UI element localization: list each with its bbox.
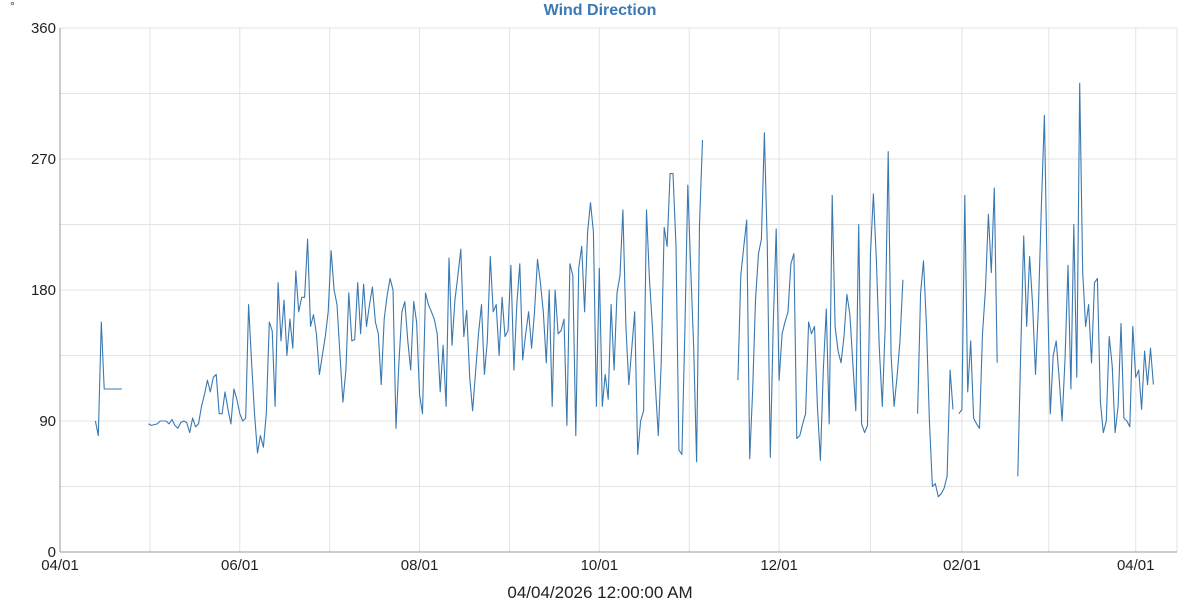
series-line-segment (1017, 82, 1154, 477)
x-tick-label: 06/01 (221, 557, 259, 574)
x-tick-label: 10/01 (581, 557, 619, 574)
tick-labels: 0 90 180 270 360 04/01 06/01 08/01 10/01 12/01 02/… (31, 20, 1155, 574)
x-tick-label: 08/01 (401, 557, 439, 574)
y-axis-unit-label: ° (10, 0, 15, 13)
grid-lines (60, 27, 1178, 552)
x-tick-label: 04/01 (41, 557, 79, 574)
series-line-segment (958, 187, 998, 429)
x-tick-label: 02/01 (943, 557, 981, 574)
chart-title: Wind Direction (544, 2, 657, 19)
series-line-segment (148, 140, 704, 463)
x-tick-label: 12/01 (760, 557, 798, 574)
data-line-layer (94, 82, 1154, 498)
y-tick-label: 0 (48, 544, 56, 561)
series-line-segment (94, 321, 122, 437)
y-tick-label: 360 (31, 20, 56, 37)
x-axis-label: 04/04/2026 12:00:00 AM (507, 583, 692, 600)
series-line-segment (737, 132, 904, 461)
y-tick-label: 90 (39, 413, 56, 430)
y-tick-label: 270 (31, 151, 56, 168)
x-tick-label: 04/01 (1117, 557, 1155, 574)
chart-axes (59, 28, 1177, 553)
series-line-segment (917, 260, 954, 498)
y-tick-label: 180 (31, 282, 56, 299)
